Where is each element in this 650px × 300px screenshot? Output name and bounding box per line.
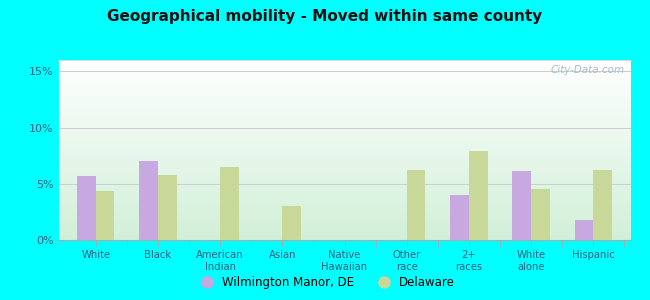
Legend: Wilmington Manor, DE, Delaware: Wilmington Manor, DE, Delaware <box>190 272 460 294</box>
Text: City-Data.com: City-Data.com <box>551 65 625 75</box>
Bar <box>220 167 239 240</box>
Bar <box>575 220 593 240</box>
Bar <box>531 189 550 240</box>
Bar <box>282 206 301 240</box>
Bar <box>450 195 469 240</box>
Bar <box>158 175 177 240</box>
Bar <box>139 161 158 240</box>
Bar <box>77 176 96 240</box>
Bar <box>469 151 488 240</box>
Text: Geographical mobility - Moved within same county: Geographical mobility - Moved within sam… <box>107 9 543 24</box>
Bar <box>96 190 114 240</box>
Bar <box>407 170 425 240</box>
Bar <box>593 170 612 240</box>
Bar <box>512 171 531 240</box>
